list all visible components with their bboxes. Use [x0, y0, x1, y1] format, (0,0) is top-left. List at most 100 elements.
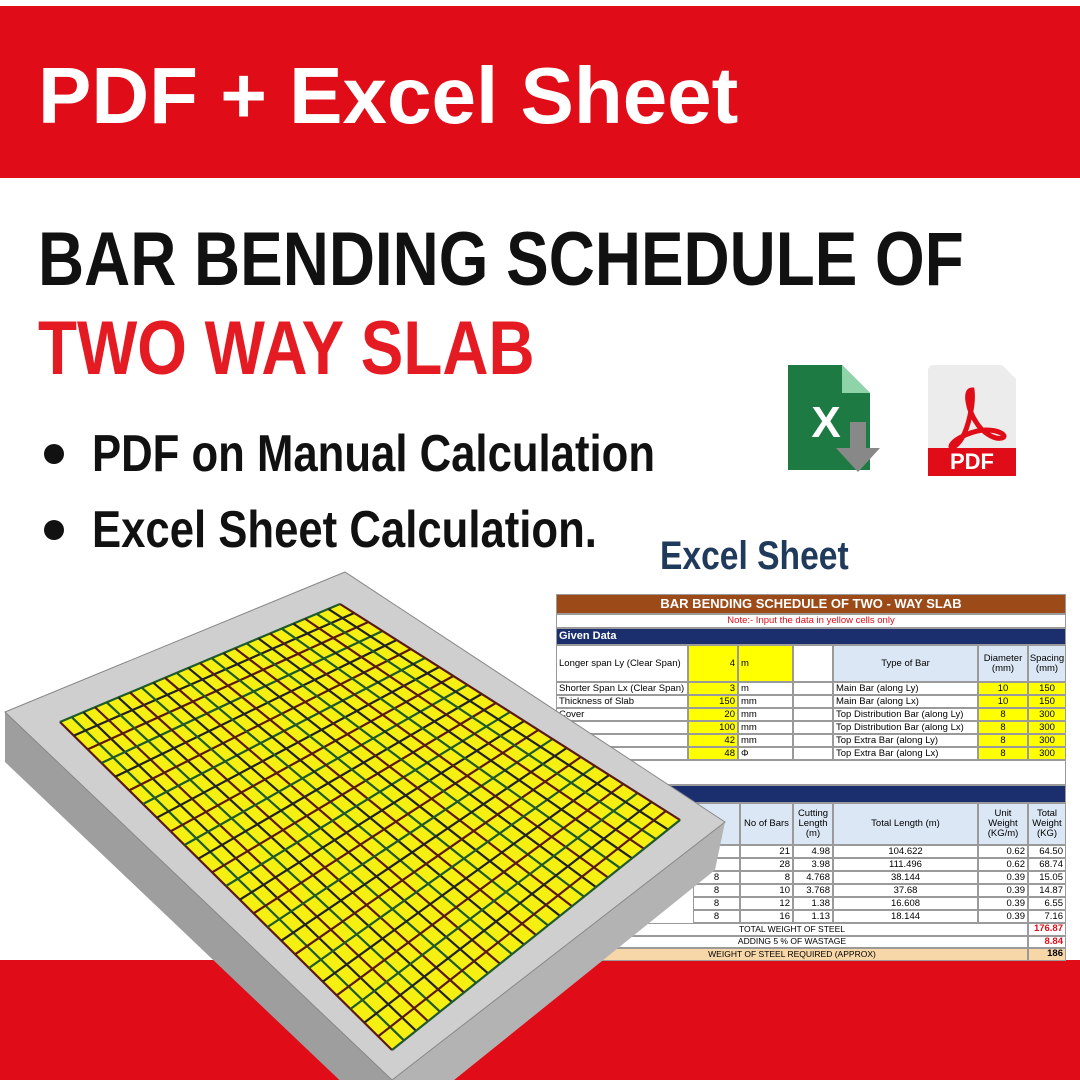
blank-cell: [793, 734, 833, 747]
input-unit: m: [738, 645, 793, 682]
headline: BAR BENDING SCHEDULE OF: [38, 216, 1080, 303]
bar-cell: 300: [1028, 708, 1066, 721]
column-header: Diameter (mm): [978, 645, 1028, 682]
calc-cell: 8: [693, 897, 740, 910]
bar-cell: Top Distribution Bar (along Ly): [833, 708, 978, 721]
input-unit: mm: [738, 695, 793, 708]
calc-cell: 111.496: [833, 858, 978, 871]
calc-cell: 8: [693, 910, 740, 923]
bar-cell: 150: [1028, 695, 1066, 708]
blank-cell: [793, 682, 833, 695]
blank-cell: [793, 695, 833, 708]
input-value: 42: [688, 734, 738, 747]
calc-cell: 3.98: [793, 858, 833, 871]
total-value: 186: [1028, 948, 1066, 961]
column-header: Spacing (mm): [1028, 645, 1066, 682]
calc-cell: 8: [740, 871, 793, 884]
bar-cell: Top Extra Bar (along Lx): [833, 747, 978, 760]
calc-cell: 1.38: [793, 897, 833, 910]
input-unit: Φ: [738, 747, 793, 760]
calc-cell: 64.50: [1028, 845, 1066, 858]
bullet-dot: [44, 520, 64, 540]
bar-cell: Main Bar (along Lx): [833, 695, 978, 708]
calc-cell: 0.39: [978, 871, 1028, 884]
input-value: 48: [688, 747, 738, 760]
blank-cell: [793, 747, 833, 760]
bullet-dot: [44, 444, 64, 464]
headline-line: BAR BENDING SCHEDULE OF: [38, 217, 964, 302]
calc-cell: 0.39: [978, 910, 1028, 923]
input-value: 4: [688, 645, 738, 682]
section-header: Given Data: [556, 628, 1066, 645]
calc-cell: 16.608: [833, 897, 978, 910]
total-label: WEIGHT OF STEEL REQUIRED (APPROX): [556, 948, 1028, 961]
download-arrow: [836, 422, 880, 472]
headline: TWO WAY SLAB: [38, 305, 629, 392]
top-banner: [0, 6, 1080, 178]
calc-cell: 28: [740, 858, 793, 871]
calc-cell: 8: [693, 884, 740, 897]
calc-cell: 0.39: [978, 884, 1028, 897]
sheet-caption: Excel Sheet: [660, 534, 885, 579]
caption-text: Excel Sheet: [660, 534, 849, 578]
sheet-title: BAR BENDING SCHEDULE OF TWO - WAY SLAB: [556, 594, 1066, 614]
rebar: [391, 819, 681, 1051]
rebar: [377, 810, 667, 1038]
calc-cell: 7.16: [1028, 910, 1066, 923]
input-value: 100: [688, 721, 738, 734]
rebar: [339, 603, 681, 821]
input-label: Longer span Ly (Clear Span): [556, 645, 688, 682]
pdf-symbol: [948, 387, 1007, 450]
calc-cell: 68.74: [1028, 858, 1066, 871]
file-icons: X PDF: [788, 365, 1016, 476]
sheet-note: Note:- Input the data in yellow cells on…: [556, 614, 1066, 628]
calc-cell: 10: [740, 884, 793, 897]
bar-cell: 8: [978, 734, 1028, 747]
bar-cell: Top Extra Bar (along Ly): [833, 734, 978, 747]
bar-cell: 300: [1028, 734, 1066, 747]
calc-cell: 12: [740, 897, 793, 910]
excel-letter: X: [811, 398, 840, 447]
excel-fold: [842, 365, 870, 393]
bullet: Excel Sheet Calculation.: [92, 500, 693, 560]
bar-cell: 300: [1028, 747, 1066, 760]
calc-cell: 18.144: [833, 910, 978, 923]
input-unit: mm: [738, 721, 793, 734]
calc-cell: 3.768: [793, 884, 833, 897]
column-header: Cutting Length (m): [793, 803, 833, 845]
bar-cell: 8: [978, 708, 1028, 721]
input-unit: m: [738, 682, 793, 695]
total-value: 176.87: [1028, 923, 1066, 936]
rebar: [363, 801, 653, 1024]
rebar: [349, 792, 639, 1010]
bullet-text: Excel Sheet Calculation.: [92, 501, 597, 559]
input-unit: mm: [738, 708, 793, 721]
column-header: No of Bars: [740, 803, 793, 845]
calc-cell: 15.05: [1028, 871, 1066, 884]
rebar: [316, 612, 657, 841]
bar-cell: 150: [1028, 682, 1066, 695]
rebar: [304, 617, 645, 850]
calc-cell: 0.62: [978, 845, 1028, 858]
calc-cell: 104.622: [833, 845, 978, 858]
banner-title: PDF + Excel Sheet: [38, 51, 739, 140]
column-header: Type of Bar: [833, 645, 978, 682]
calc-cell: 37.68: [833, 884, 978, 897]
bar-cell: Top Distribution Bar (along Lx): [833, 721, 978, 734]
calc-cell: 14.87: [1028, 884, 1066, 897]
blank-cell: [793, 645, 833, 682]
calc-cell: 6.55: [1028, 897, 1066, 910]
blank-cell: [793, 708, 833, 721]
pdf-label: PDF: [950, 449, 994, 474]
bar-cell: Main Bar (along Ly): [833, 682, 978, 695]
total-value: 8.84: [1028, 935, 1066, 948]
bar-cell: 8: [978, 747, 1028, 760]
calc-cell: 38.144: [833, 871, 978, 884]
input-value: 20: [688, 708, 738, 721]
column-header: Total Weight (KG): [1028, 803, 1066, 845]
column-header: Unit Weight (KG/m): [978, 803, 1028, 845]
input-unit: mm: [738, 734, 793, 747]
bar-cell: 8: [978, 721, 1028, 734]
